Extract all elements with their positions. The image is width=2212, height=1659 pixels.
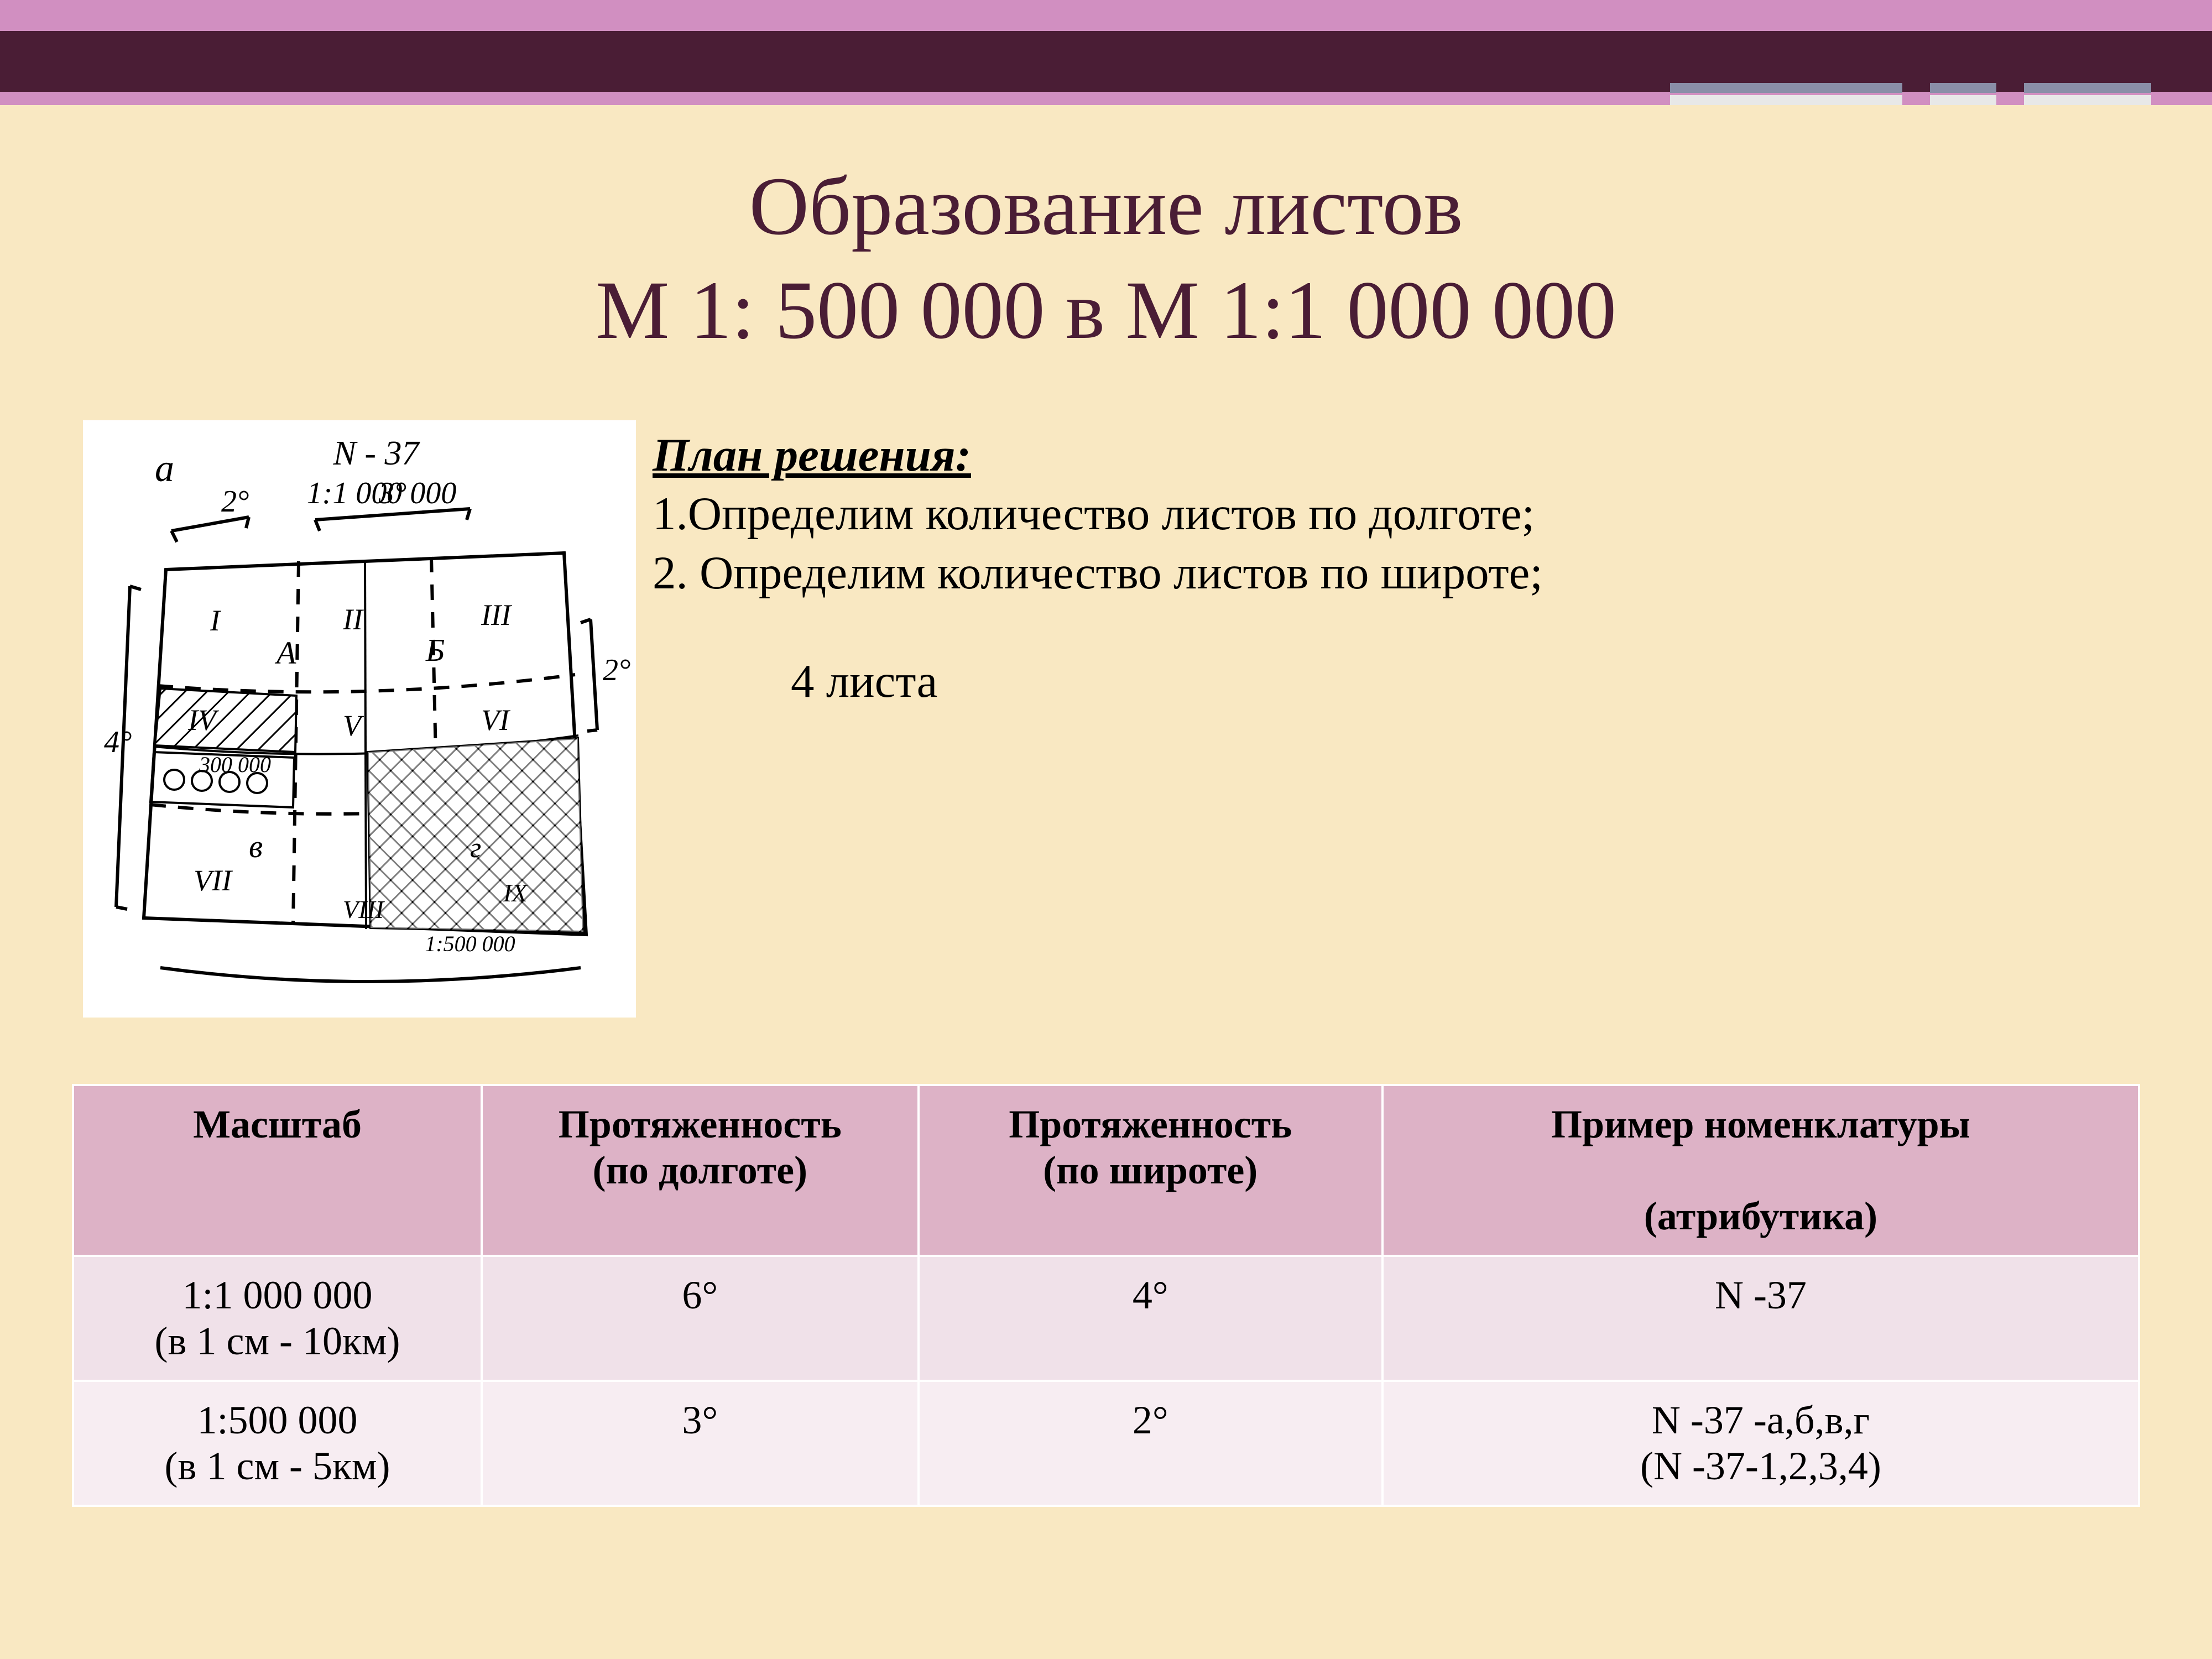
cell-lat: 4° bbox=[919, 1256, 1383, 1381]
svg-text:V: V bbox=[343, 709, 364, 742]
table-row: 1:500 000(в 1 см - 5км) 3° 2° N -37 -а,б… bbox=[73, 1381, 2139, 1506]
svg-text:II: II bbox=[342, 603, 364, 636]
svg-text:300 000: 300 000 bbox=[199, 752, 271, 777]
plan-block: План решения: 1.Определим количество лис… bbox=[653, 426, 2179, 711]
svg-text:a: a bbox=[155, 447, 174, 490]
scale-table: Масштаб Протяженность(по долготе) Протяж… bbox=[72, 1084, 2140, 1507]
cell-lat: 2° bbox=[919, 1381, 1383, 1506]
sheet-diagram: a N - 37 1:1 000 000 bbox=[83, 420, 636, 1018]
banner-mark bbox=[1670, 83, 1902, 105]
title-line-2: М 1: 500 000 в М 1:1 000 000 bbox=[596, 264, 1616, 356]
banner-mark bbox=[2024, 83, 2151, 105]
banner-marks bbox=[1670, 83, 2151, 105]
svg-text:Б: Б bbox=[425, 632, 445, 668]
plan-heading: План решения: bbox=[653, 426, 2179, 484]
top-banner bbox=[0, 0, 2212, 105]
svg-text:I: I bbox=[210, 604, 222, 637]
col-nomen: Пример номенклатуры (атрибутика) bbox=[1383, 1085, 2139, 1256]
svg-text:N - 37: N - 37 bbox=[333, 435, 421, 472]
svg-text:3°: 3° bbox=[378, 476, 406, 510]
svg-text:IV: IV bbox=[187, 703, 220, 737]
svg-text:IX: IX bbox=[503, 879, 528, 907]
svg-text:VI: VI bbox=[481, 703, 511, 737]
cell-scale: 1:500 000(в 1 см - 5км) bbox=[73, 1381, 482, 1506]
svg-text:в: в bbox=[249, 828, 263, 864]
svg-text:VII: VII bbox=[194, 864, 233, 897]
banner-mark bbox=[1930, 83, 1996, 105]
title-line-1: Образование листов bbox=[749, 160, 1463, 252]
cell-nomen: N -37 bbox=[1383, 1256, 2139, 1381]
cell-lon: 6° bbox=[482, 1256, 918, 1381]
svg-text:А: А bbox=[274, 635, 296, 671]
plan-step-1: 1.Определим количество листов по долготе… bbox=[653, 484, 2179, 543]
plan-answer: 4 листа bbox=[791, 652, 2179, 711]
svg-text:VIII: VIII bbox=[343, 895, 385, 924]
svg-text:4°: 4° bbox=[104, 725, 132, 759]
col-longitude: Протяженность(по долготе) bbox=[482, 1085, 918, 1256]
slide-title: Образование листов М 1: 500 000 в М 1:1 … bbox=[0, 155, 2212, 362]
svg-text:г: г bbox=[470, 832, 481, 864]
cell-lon: 3° bbox=[482, 1381, 918, 1506]
cell-nomen: N -37 -а,б,в,г(N -37-1,2,3,4) bbox=[1383, 1381, 2139, 1506]
col-scale: Масштаб bbox=[73, 1085, 482, 1256]
svg-text:1:500 000: 1:500 000 bbox=[425, 931, 515, 956]
banner-stripe-light bbox=[0, 0, 2212, 31]
col-latitude: Протяженность(по широте) bbox=[919, 1085, 1383, 1256]
svg-text:III: III bbox=[481, 598, 513, 632]
svg-text:2°: 2° bbox=[603, 653, 630, 687]
plan-step-2: 2. Определим количество листов по широте… bbox=[653, 544, 2179, 602]
table-row: 1:1 000 000(в 1 см - 10км) 6° 4° N -37 bbox=[73, 1256, 2139, 1381]
cell-scale: 1:1 000 000(в 1 см - 10км) bbox=[73, 1256, 482, 1381]
table-header-row: Масштаб Протяженность(по долготе) Протяж… bbox=[73, 1085, 2139, 1256]
svg-text:2°: 2° bbox=[221, 484, 249, 519]
